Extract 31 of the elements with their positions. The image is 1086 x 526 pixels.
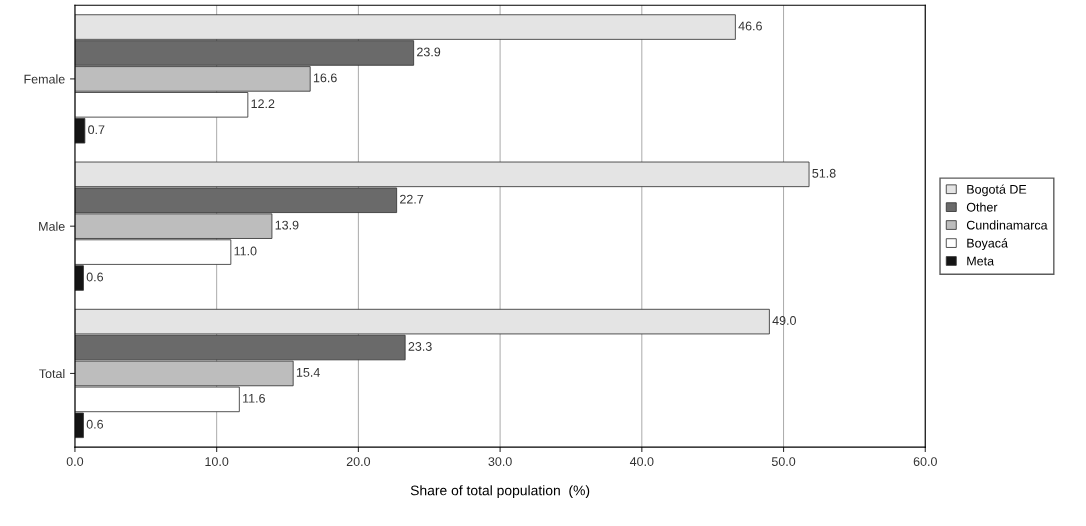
x-axis-title: Share of total population (%) bbox=[410, 485, 590, 499]
data-label: 13.9 bbox=[275, 220, 299, 230]
data-label: 0.6 bbox=[86, 419, 104, 429]
data-label: 22.7 bbox=[400, 194, 424, 204]
y-tick-label: Total bbox=[39, 368, 65, 379]
data-label: 16.6 bbox=[313, 73, 337, 83]
data-label: 49.0 bbox=[772, 316, 796, 325]
legend-label: Cundinamarca bbox=[966, 220, 1048, 230]
x-tick-label: 10.0 bbox=[205, 457, 229, 466]
data-label: 0.7 bbox=[88, 125, 105, 135]
data-label: 51.8 bbox=[812, 168, 836, 178]
x-tick-label: 20.0 bbox=[346, 457, 371, 466]
data-label: 46.6 bbox=[738, 21, 762, 31]
x-tick-label: 50.0 bbox=[771, 457, 796, 466]
x-tick-label: 60.0 bbox=[913, 457, 937, 466]
data-label: 11.6 bbox=[243, 393, 265, 403]
legend-label: Boyacá bbox=[967, 238, 1008, 251]
y-tick-label: Male bbox=[39, 221, 65, 231]
legend-label: Meta bbox=[967, 256, 995, 266]
data-label: 11.0 bbox=[234, 246, 257, 256]
x-tick-label: 30.0 bbox=[488, 457, 512, 466]
x-tick-label: 40.0 bbox=[629, 457, 654, 466]
data-label: 0.6 bbox=[86, 272, 104, 282]
y-tick-label: Female bbox=[24, 74, 65, 84]
data-label: 12.2 bbox=[251, 99, 275, 109]
data-label: 23.9 bbox=[417, 47, 441, 57]
legend-label: Bogotá DE bbox=[967, 184, 1027, 197]
data-label: 23.3 bbox=[408, 342, 432, 351]
legend-label: Other bbox=[966, 202, 998, 212]
data-label: 15.4 bbox=[296, 368, 320, 377]
x-tick-label: 0.0 bbox=[66, 457, 84, 466]
